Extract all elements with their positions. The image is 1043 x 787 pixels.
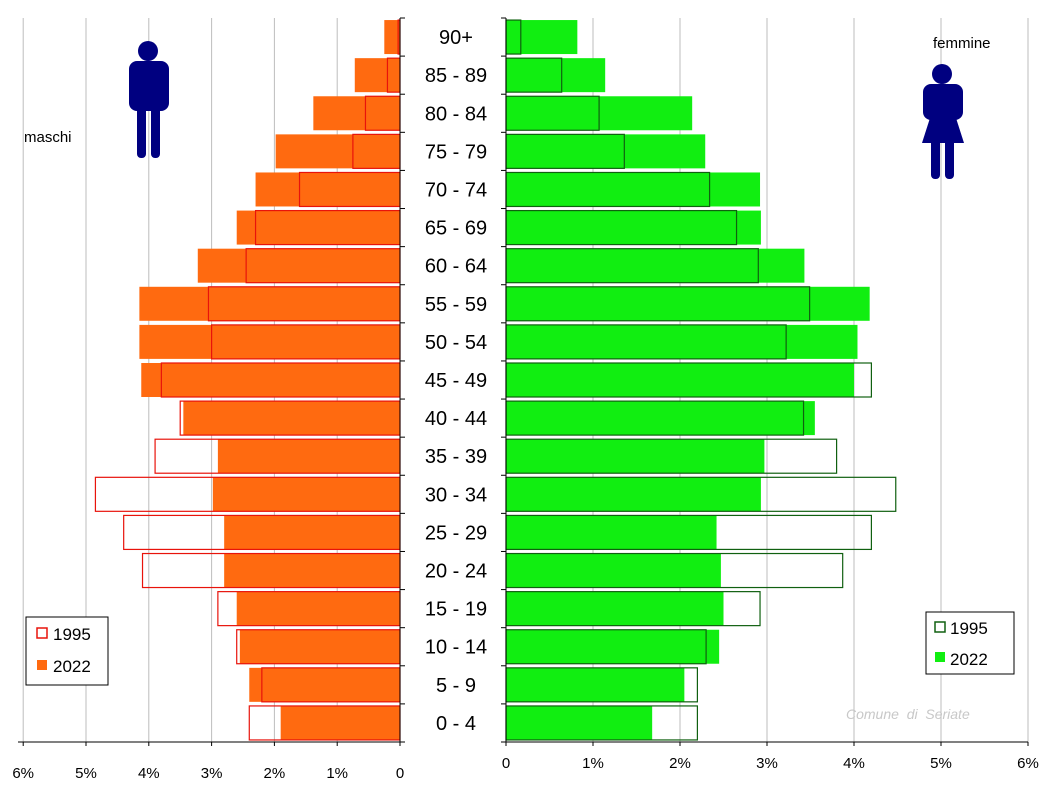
male-bar-2022 — [224, 553, 400, 588]
female-bar-2022 — [506, 477, 761, 512]
female-bar-2022 — [506, 134, 706, 169]
male-bar-2022 — [224, 515, 400, 550]
age-group-label: 75 - 79 — [425, 141, 487, 163]
female-bar-2022 — [506, 20, 578, 55]
female-bar-2022 — [506, 324, 858, 359]
age-group-label: 30 - 34 — [425, 484, 487, 506]
male-bar-2022 — [280, 705, 400, 740]
males-label: maschi — [24, 129, 72, 146]
female-bar-2022 — [506, 591, 724, 626]
female-bar-2022 — [506, 363, 854, 397]
female-bar-2022 — [506, 667, 685, 702]
female-bar-2022 — [506, 401, 815, 436]
legend-label-2022: 2022 — [53, 657, 91, 676]
male-bar-2022 — [236, 591, 400, 626]
male-bar-2022 — [212, 477, 400, 512]
female-bar-2022 — [506, 248, 805, 283]
age-group-label: 65 - 69 — [425, 218, 487, 240]
female-x-tick-label: 0 — [502, 755, 510, 772]
age-group-label: 50 - 54 — [425, 332, 487, 354]
male-x-tick-label: 1% — [326, 765, 348, 782]
age-group-label: 40 - 44 — [425, 408, 487, 430]
age-group-label: 85 - 89 — [425, 65, 487, 87]
female-x-tick-label: 1% — [582, 755, 604, 772]
male-x-tick-label: 5% — [75, 765, 97, 782]
male-bar-2022 — [249, 667, 400, 702]
male-bar-2022 — [197, 248, 400, 283]
male-bar-2022 — [255, 172, 400, 207]
female-bar-2022 — [506, 553, 721, 588]
female-bar-2022 — [506, 515, 717, 550]
females-legend: 1995 2022 — [925, 611, 1015, 675]
male-x-tick-label: 6% — [12, 765, 34, 782]
woman-silhouette-icon — [922, 64, 964, 179]
tick-labels: 6% 5% 4% 3% 2% 1% 0 0 1% 2% 3% 4% 5% 6% — [12, 755, 1038, 782]
legend-swatch-2022 — [37, 660, 47, 670]
age-labels: 0 - 4 5 - 9 10 - 14 15 - 19 20 - 24 25 - 29 30… — [425, 27, 487, 735]
legend-swatch-1995 — [934, 621, 946, 633]
female-bar-2022 — [506, 705, 653, 740]
age-group-label: 45 - 49 — [425, 370, 487, 392]
female-x-tick-label: 5% — [930, 755, 952, 772]
age-group-label: 80 - 84 — [425, 103, 487, 125]
age-group-label: 90+ — [439, 27, 473, 49]
male-bar-2022 — [217, 439, 400, 474]
man-silhouette-icon — [129, 41, 169, 158]
female-x-tick-label: 6% — [1017, 755, 1039, 772]
age-group-label: 55 - 59 — [425, 294, 487, 316]
female-bar-2022 — [506, 210, 761, 245]
male-bar-2022 — [384, 20, 400, 55]
age-group-label: 20 - 24 — [425, 561, 487, 583]
bars — [94, 19, 897, 741]
age-group-label: 70 - 74 — [425, 179, 487, 201]
male-bar-2022 — [354, 58, 400, 93]
females-label: femmine — [933, 35, 991, 52]
legend-label-1995: 1995 — [950, 619, 988, 638]
female-bar-2022 — [506, 286, 870, 321]
male-bar-2022 — [313, 96, 400, 131]
credit-text: Comune di Seriate — [846, 706, 970, 722]
female-bar-2022 — [506, 172, 761, 207]
age-group-label: 35 - 39 — [425, 446, 487, 468]
female-bar-2022 — [506, 629, 720, 664]
female-x-tick-label: 3% — [756, 755, 778, 772]
male-bar-2022 — [139, 286, 400, 321]
male-bar-2022 — [183, 401, 400, 436]
age-group-label: 10 - 14 — [425, 637, 487, 659]
male-x-tick-label: 3% — [201, 765, 223, 782]
male-bar-2022 — [141, 363, 400, 397]
male-bar-2022 — [139, 324, 400, 359]
male-bar-2022 — [236, 210, 400, 245]
legend-swatch-1995 — [36, 627, 48, 639]
legend-label-2022: 2022 — [950, 650, 988, 669]
axes — [18, 17, 1029, 746]
male-bar-2022 — [275, 134, 400, 169]
female-bar-2022 — [506, 439, 765, 474]
male-x-tick-label: 0 — [396, 765, 404, 782]
age-group-label: 15 - 19 — [425, 599, 487, 621]
age-group-label: 60 - 64 — [425, 256, 487, 278]
male-bar-2022 — [239, 629, 400, 664]
age-group-label: 5 - 9 — [436, 675, 476, 697]
female-x-tick-label: 2% — [669, 755, 691, 772]
legend-swatch-2022 — [935, 652, 945, 662]
age-group-label: 25 - 29 — [425, 522, 487, 544]
legend-label-1995: 1995 — [53, 625, 91, 644]
female-bar-2022 — [506, 58, 606, 93]
males-legend: 1995 2022 — [25, 616, 109, 686]
male-x-tick-label: 4% — [138, 765, 160, 782]
male-x-tick-label: 2% — [264, 765, 286, 782]
female-x-tick-label: 4% — [843, 755, 865, 772]
age-group-label: 0 - 4 — [436, 713, 476, 735]
